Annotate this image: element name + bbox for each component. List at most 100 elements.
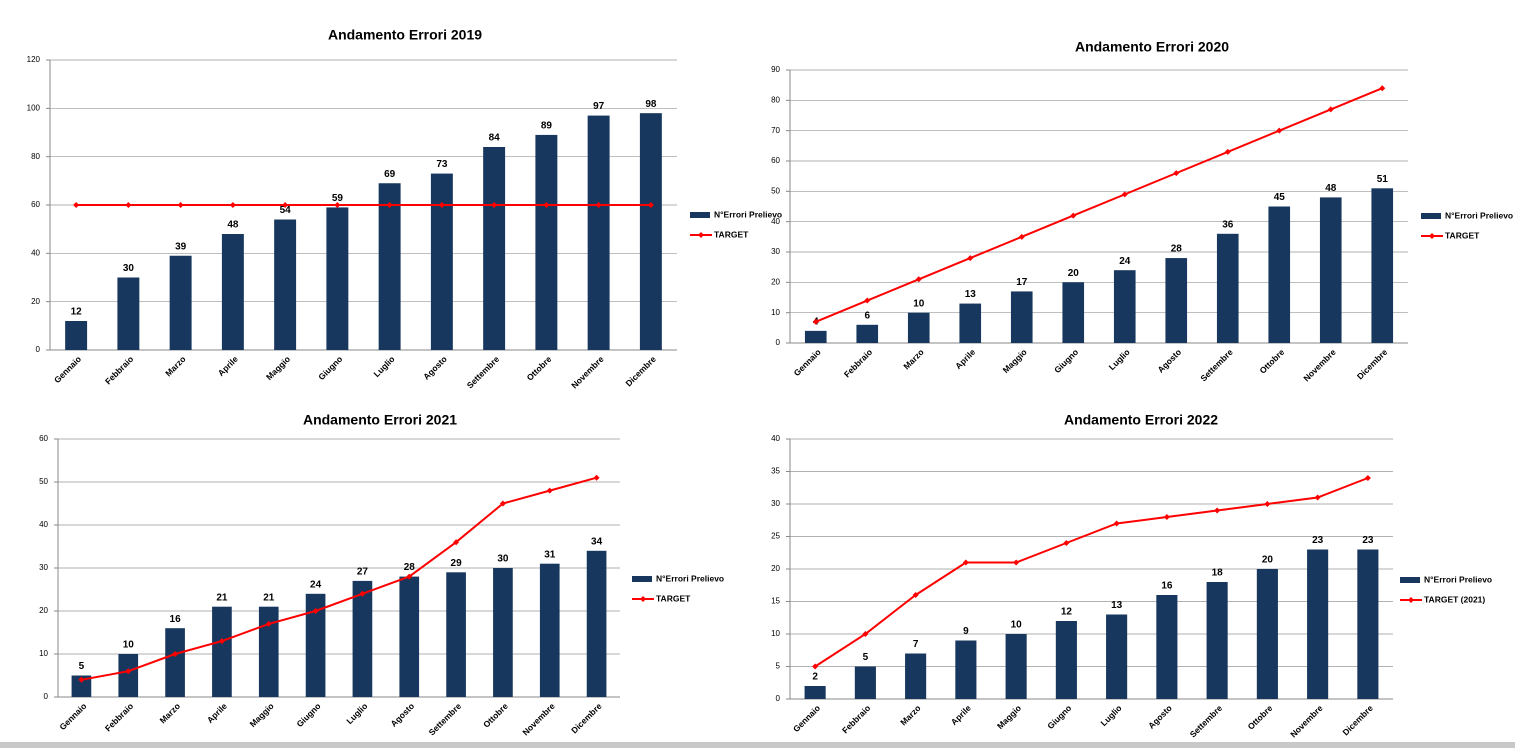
x-tick-label: Agosto (1146, 703, 1174, 731)
bar (65, 321, 88, 350)
legend-marker (1429, 233, 1435, 239)
bar (430, 173, 453, 350)
line-marker (218, 638, 225, 645)
line-marker (453, 539, 460, 546)
chart-panel: Andamento Errori 2020 0 10 20 30 40 50 60 70 80 90… (771, 39, 1513, 384)
data-label: 6 (864, 310, 870, 321)
data-label: 73 (436, 159, 448, 170)
data-label: 10 (123, 640, 135, 651)
y-tick-label: 60 (771, 156, 780, 165)
x-tick-label: Settembre (1188, 703, 1225, 740)
legend-label: N°Errori Prelievo (656, 573, 724, 583)
x-tick-label: Luglio (1099, 703, 1124, 728)
x-tick-label: Giugno (294, 701, 322, 729)
y-tick-label: 60 (39, 434, 48, 443)
bar (326, 207, 349, 350)
x-tick-label: Febbraio (103, 354, 135, 386)
legend-swatch (632, 576, 652, 582)
chart-title: Andamento Errori 2021 (303, 412, 457, 428)
x-tick-label: Maggio (248, 701, 276, 729)
line-marker (912, 592, 919, 598)
data-label: 7 (913, 639, 919, 650)
bar (1357, 549, 1379, 699)
line-marker (812, 663, 819, 670)
line-marker (78, 676, 85, 683)
line-marker (125, 202, 132, 208)
legend-label: N°Errori Prelievo (714, 209, 782, 219)
x-tick-label: Luglio (372, 354, 397, 379)
data-label: 36 (1222, 219, 1234, 230)
target-line (815, 87, 1383, 323)
y-tick-label: 30 (771, 499, 780, 508)
data-label: 39 (175, 241, 187, 252)
x-tick-label: Novembre (1301, 347, 1338, 384)
bar (399, 576, 420, 697)
data-label: 98 (645, 99, 657, 110)
y-tick-label: 90 (771, 65, 780, 74)
data-label: 28 (1171, 244, 1183, 255)
line-marker (125, 668, 132, 675)
bar (905, 653, 927, 699)
line-marker (1224, 148, 1231, 155)
data-label: 23 (1312, 535, 1324, 546)
bar (1113, 270, 1136, 343)
legend-marker (1408, 597, 1414, 603)
data-label: 48 (1325, 183, 1337, 194)
bar (907, 312, 930, 343)
y-tick-label: 20 (771, 564, 780, 573)
data-label: 18 (1212, 568, 1224, 579)
bar (1319, 197, 1342, 343)
bar (1371, 188, 1394, 343)
data-label: 9 (963, 626, 969, 637)
y-tick-label: 50 (39, 477, 48, 486)
y-tick-label: 20 (31, 297, 40, 306)
y-tick-label: 15 (771, 597, 780, 606)
line-marker (1063, 540, 1070, 546)
data-label: 16 (1161, 581, 1173, 592)
data-label: 89 (541, 121, 553, 132)
line-marker (1070, 212, 1077, 219)
y-tick-label: 20 (39, 606, 48, 615)
x-tick-label: Marzo (158, 701, 182, 725)
data-label: 59 (332, 193, 344, 204)
bar (169, 255, 192, 350)
data-label: 54 (280, 205, 292, 216)
bar (1216, 233, 1239, 343)
bar (1010, 291, 1033, 343)
y-tick-label: 80 (31, 152, 40, 161)
y-tick-label: 10 (39, 649, 48, 658)
line-marker (1163, 514, 1170, 520)
data-label: 34 (591, 536, 603, 547)
line-marker (438, 202, 445, 208)
legend-label: N°Errori Prelievo (1424, 574, 1492, 584)
data-label: 97 (593, 101, 605, 112)
line-marker (915, 276, 922, 283)
line-marker (543, 202, 550, 208)
line-marker (1113, 520, 1120, 527)
target-line (814, 477, 1369, 668)
x-tick-label: Aprile (949, 703, 973, 727)
bar (258, 606, 279, 697)
bar (959, 303, 982, 343)
x-tick-label: Aprile (216, 354, 240, 378)
line-marker (1364, 475, 1371, 481)
y-tick-label: 10 (771, 308, 780, 317)
bar (212, 606, 232, 697)
legend-label: TARGET (656, 593, 691, 603)
y-tick-label: 0 (776, 338, 781, 347)
target-line (81, 476, 597, 681)
bar (1256, 569, 1278, 699)
bar (352, 580, 373, 697)
line-marker (1327, 106, 1334, 113)
data-label: 13 (965, 289, 977, 300)
line-marker (1018, 233, 1025, 240)
bar (1206, 582, 1228, 699)
bar (221, 234, 244, 350)
x-tick-label: Dicembre (1340, 703, 1375, 738)
line-marker (812, 318, 819, 325)
bar (493, 568, 513, 697)
data-label: 17 (1016, 277, 1028, 288)
y-tick-label: 10 (771, 629, 780, 638)
y-tick-label: 40 (771, 217, 780, 226)
